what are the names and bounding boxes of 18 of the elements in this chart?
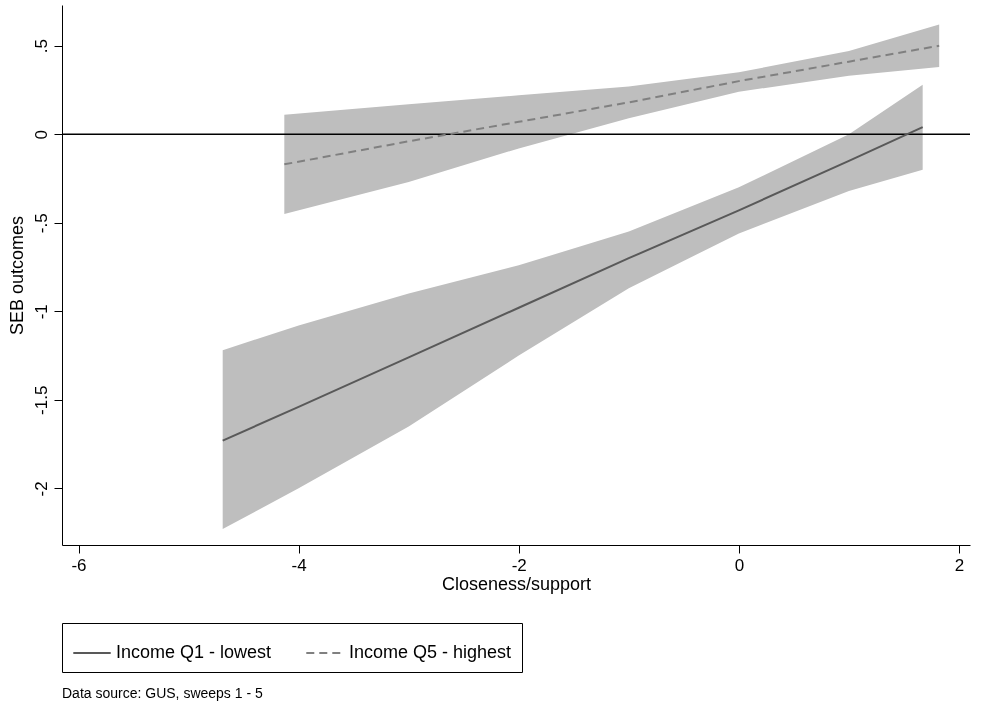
x-tick-label: 2: [954, 555, 965, 575]
y-tick-label: .5: [31, 39, 51, 54]
y-tick-label: -2: [31, 481, 51, 497]
y-tick-label: -.5: [31, 213, 51, 234]
y-axis-title: SEB outcomes: [6, 215, 27, 336]
x-tick-label: -2: [511, 555, 527, 575]
legend-label: Income Q1 - lowest: [116, 642, 272, 662]
legend-label: Income Q5 - highest: [349, 642, 512, 662]
line-series: [221, 126, 924, 442]
x-tick-label: -4: [291, 555, 307, 575]
source-note: Data source: GUS, sweeps 1 - 5: [62, 684, 263, 701]
x-tick-label: 0: [734, 555, 745, 575]
y-tick-label: -1.5: [31, 385, 51, 415]
x-axis-title: Closeness/support: [441, 573, 592, 594]
y-tick-label: -1: [31, 304, 51, 320]
y-tick-label: 0: [31, 130, 51, 140]
x-tick-label: -6: [71, 555, 87, 575]
line-series: [283, 44, 941, 166]
